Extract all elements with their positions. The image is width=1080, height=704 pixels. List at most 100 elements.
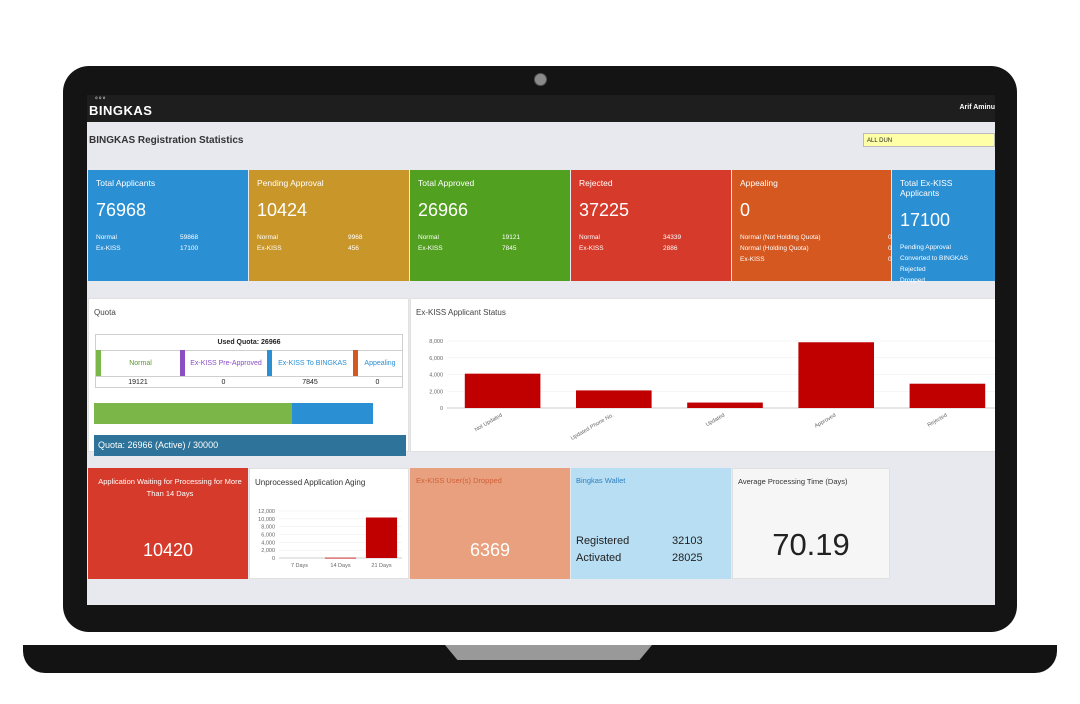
- user-menu[interactable]: Arif Aminu: [959, 104, 995, 111]
- wallet-card[interactable]: Bingkas Wallet Registered 32103 Activate…: [571, 468, 731, 579]
- breakdown-label: Ex-KISS: [579, 245, 604, 252]
- dun-filter-select[interactable]: ALL DUN: [863, 133, 995, 147]
- stat-card-value: 0: [740, 200, 751, 220]
- breakdown-row: Rejected: [900, 264, 987, 275]
- breakdown-row: Dropped: [900, 275, 987, 286]
- exkiss-status-panel: Ex-KISS Applicant Status 0 2,000 4,000 6,00…: [410, 298, 995, 452]
- quota-column-label: Ex-KISS Pre-Approved: [180, 350, 267, 376]
- wallet-registered-value: 32103: [672, 535, 703, 547]
- stat-card-breakdown: Normal 9968 Ex-KISS 456: [257, 232, 401, 254]
- stat-card-breakdown: Normal (Not Holding Quota) 0 Normal (Holdi…: [740, 232, 892, 265]
- wallet-title: Bingkas Wallet: [576, 476, 626, 485]
- stat-card-2[interactable]: Total Approved 26966 Normal 19121 Ex-KISS 784…: [410, 170, 570, 281]
- bar-updated-phone-no-[interactable]: [575, 390, 652, 408]
- y-tick-label: 2,000: [429, 389, 443, 395]
- breakdown-label: Ex-KISS: [418, 245, 443, 252]
- y-tick-label: 4,000: [429, 373, 443, 379]
- dropped-title: Ex-KISS User(s) Dropped: [416, 476, 502, 485]
- exkiss-status-chart: 0 2,000 4,000 6,000 8,000 Not Updated Updated …: [429, 339, 995, 442]
- breakdown-label: Rejected: [900, 266, 926, 273]
- breakdown-row: Normal (Holding Quota) 0: [740, 243, 892, 254]
- quota-column-label: Ex-KISS To BINGKAS: [267, 350, 353, 376]
- logo-text: BINGKAS: [89, 103, 153, 118]
- stat-card-value: 26966: [418, 200, 469, 220]
- y-tick-label: 8,000: [261, 525, 275, 531]
- quota-bar-exkiss: [292, 403, 373, 424]
- breakdown-row: Ex-KISS 7845: [418, 243, 562, 254]
- stat-card-value: 76968: [96, 200, 147, 220]
- x-tick-label: Rejected: [927, 413, 949, 429]
- breakdown-row: Pending Approval: [900, 242, 987, 253]
- breakdown-value: 2886: [663, 245, 678, 252]
- quota-column-value: 0: [180, 376, 267, 389]
- bar-21-days[interactable]: [365, 517, 398, 558]
- breakdown-label: Dropped: [900, 277, 925, 284]
- waiting-card[interactable]: Application Waiting for Processing for M…: [88, 468, 248, 579]
- breakdown-row: Ex-KISS 0: [740, 254, 892, 265]
- breakdown-label: Ex-KISS: [96, 245, 121, 252]
- bar-rejected[interactable]: [909, 383, 986, 408]
- y-tick-label: 4,000: [261, 540, 275, 546]
- breakdown-value: 7845: [502, 245, 517, 252]
- breakdown-value: 9968: [348, 234, 363, 241]
- breakdown-row: Normal 19121: [418, 232, 562, 243]
- wallet-registered-label: Registered: [576, 535, 630, 547]
- stat-card-title: Rejected: [579, 178, 613, 188]
- breakdown-value: 0: [888, 256, 892, 263]
- app-screen: °°° BINGKAS Arif Aminu BINGKAS Registrati…: [87, 95, 995, 605]
- dropped-card[interactable]: Ex-KISS User(s) Dropped 6369: [410, 468, 570, 579]
- bar-14-days[interactable]: [324, 557, 357, 559]
- avg-time-card[interactable]: Average Processing Time (Days) 70.19: [732, 468, 890, 579]
- stat-card-title: Total Ex-KISS Applicants: [900, 178, 953, 198]
- breakdown-row: Normal 34339: [579, 232, 723, 243]
- y-tick-label: 8,000: [429, 339, 443, 345]
- y-tick-label: 6,000: [261, 533, 275, 539]
- stat-card-0[interactable]: Total Applicants 76968 Normal 59868 Ex-KISS 1…: [88, 170, 248, 281]
- breakdown-row: Ex-KISS 2886: [579, 243, 723, 254]
- stat-card-breakdown: Normal 19121 Ex-KISS 7845: [418, 232, 562, 254]
- stat-card-breakdown: Normal 59868 Ex-KISS 17100: [96, 232, 240, 254]
- bar-not-updated[interactable]: [464, 373, 541, 408]
- y-tick-label: 10,000: [258, 517, 275, 523]
- stat-card-title: Pending Approval: [257, 178, 324, 188]
- breakdown-value: 59868: [180, 234, 199, 241]
- quota-column-label: Normal: [96, 350, 180, 376]
- breakdown-row: Normal 59868: [96, 232, 240, 243]
- quota-table: Used Quota: 26966 Normal 19121 Ex-KISS Pre…: [95, 334, 403, 388]
- breakdown-value: 456: [348, 245, 359, 252]
- bar-approved[interactable]: [798, 342, 875, 408]
- breakdown-row: Normal 9968: [257, 232, 401, 243]
- stat-card-4[interactable]: Appealing 0 Normal (Not Holding Quota) 0 Nor…: [732, 170, 892, 281]
- y-tick-label: 0: [440, 406, 443, 412]
- app-logo[interactable]: °°° BINGKAS: [89, 97, 153, 118]
- stat-card-5[interactable]: Total Ex-KISS Applicants 17100 Pending App…: [892, 170, 995, 284]
- x-tick-label: Updated Phone No.: [570, 412, 615, 442]
- exkiss-status-title: Ex-KISS Applicant Status: [416, 308, 506, 317]
- breakdown-row: Normal (Not Holding Quota) 0: [740, 232, 892, 243]
- bar-updated[interactable]: [687, 402, 763, 408]
- x-tick-label: 7 Days: [291, 563, 308, 569]
- stat-card-1[interactable]: Pending Approval 10424 Normal 9968 Ex-KISS 45…: [249, 170, 409, 281]
- quota-column-label: Appealing: [353, 350, 402, 376]
- stat-card-title: Total Applicants: [96, 178, 156, 188]
- breakdown-value: 0: [888, 245, 892, 252]
- breakdown-label: Normal (Holding Quota): [740, 245, 809, 252]
- x-tick-label: 14 Days: [330, 563, 350, 569]
- breakdown-label: Ex-KISS: [257, 245, 282, 252]
- stat-card-3[interactable]: Rejected 37225 Normal 34339 Ex-KISS 2886: [571, 170, 731, 281]
- x-tick-label: 21 Days: [371, 563, 391, 569]
- breakdown-label: Normal: [418, 234, 439, 241]
- used-quota-header: Used Quota: 26966: [96, 335, 402, 351]
- quota-footer: Quota: 26966 (Active) / 30000: [94, 435, 406, 456]
- y-tick-label: 2,000: [261, 548, 275, 554]
- page-title: BINGKAS Registration Statistics: [89, 135, 244, 146]
- aging-title: Unprocessed Application Aging: [255, 478, 366, 487]
- dropped-value: 6369: [469, 540, 511, 560]
- quota-column-value: 0: [353, 376, 402, 389]
- stat-card-breakdown: Pending Approval Converted to BINGKAS Reje…: [900, 242, 987, 286]
- breakdown-value: 17100: [180, 245, 199, 252]
- y-tick-label: 12,000: [258, 509, 275, 515]
- aging-panel: Unprocessed Application Aging 0 2,000 4,00…: [249, 468, 409, 579]
- avg-time-title: Average Processing Time (Days): [738, 477, 848, 486]
